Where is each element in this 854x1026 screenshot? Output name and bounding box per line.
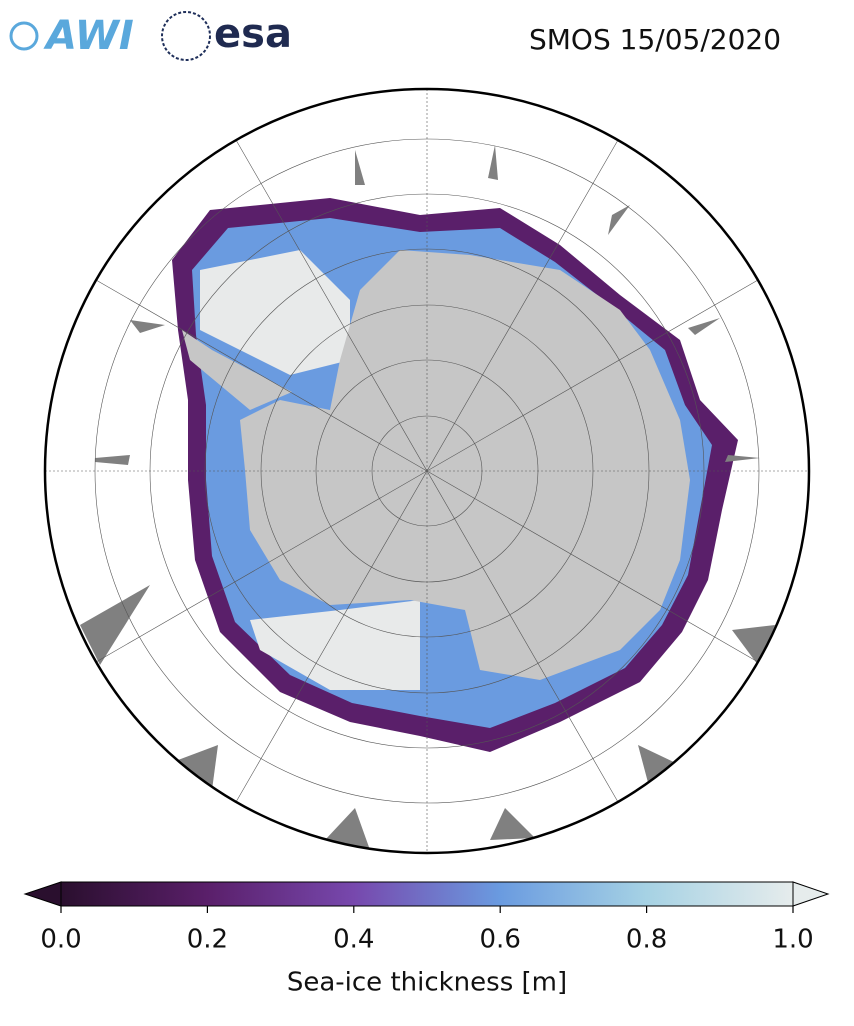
tick-label: 0.0: [40, 925, 81, 955]
tick-label: 0.6: [480, 925, 521, 955]
title: SMOS 15/05/2020: [529, 23, 781, 56]
sea-ice-thick: [250, 600, 420, 690]
antarctica: [240, 250, 690, 680]
logo-text: AWI: [43, 13, 134, 59]
esa-logo: esa: [161, 11, 292, 61]
graticule: [45, 89, 809, 853]
colorbar-extend-high: [792, 881, 830, 907]
map-frame: [43, 87, 811, 855]
sea-ice-thick: [200, 250, 350, 375]
tick-label: 0.2: [187, 925, 228, 955]
tick-label: 0.4: [333, 925, 374, 955]
land: [80, 145, 775, 850]
colorbar: [60, 881, 794, 907]
logo-text: esa: [214, 11, 292, 57]
tick-label: 1.0: [772, 925, 813, 955]
map: [45, 89, 809, 853]
colorbar-ticks: 0.0 0.2 0.4 0.6 0.8 1.0: [40, 906, 814, 955]
tick-label: 0.8: [626, 925, 667, 955]
awi-logo: AWI: [9, 13, 134, 59]
antarctic-peninsula: [182, 330, 292, 410]
colorbar-label: Sea-ice thickness [m]: [287, 968, 567, 998]
colorbar-extend-low: [23, 881, 62, 907]
